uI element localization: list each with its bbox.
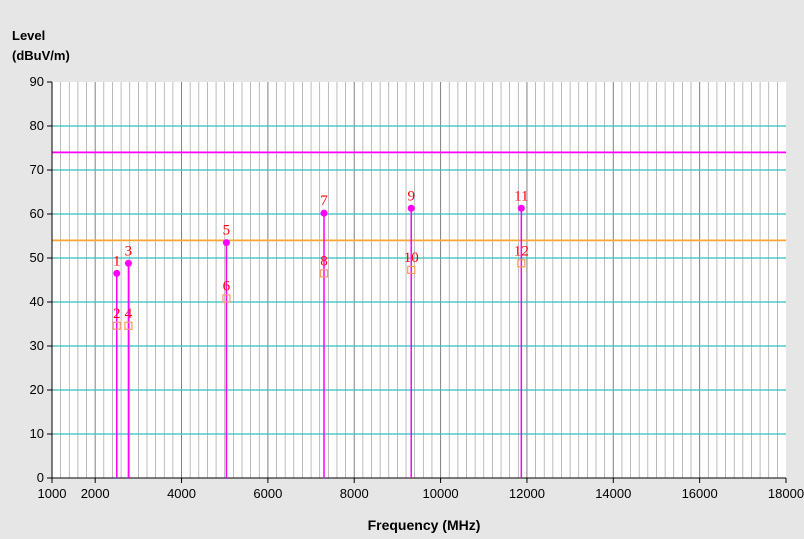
x-tick-label: 8000 [340, 486, 369, 501]
marker-label: 12 [514, 243, 529, 259]
x-tick-label: 18000 [768, 486, 804, 501]
y-axis-label-line-1: Level [12, 28, 46, 43]
marker-label: 9 [407, 188, 415, 204]
marker-label: 11 [514, 188, 528, 204]
peak-marker [124, 259, 132, 267]
y-tick-label: 10 [30, 426, 44, 441]
plot-area [52, 82, 786, 478]
x-tick-label: 14000 [595, 486, 631, 501]
marker-label: 10 [404, 250, 419, 266]
marker-label: 2 [113, 306, 121, 322]
y-tick-label: 40 [30, 294, 44, 309]
y-tick-label: 90 [30, 74, 44, 89]
x-tick-label: 12000 [509, 486, 545, 501]
x-tick-label: 16000 [682, 486, 718, 501]
average-marker [124, 321, 133, 330]
average-marker [222, 294, 231, 303]
marker-label: 7 [320, 193, 328, 209]
y-tick-label: 60 [30, 206, 44, 221]
peak-marker [407, 204, 415, 212]
average-marker [319, 269, 329, 278]
marker-label: 1 [113, 253, 121, 269]
peak-marker [222, 239, 230, 247]
y-tick-label: 0 [37, 470, 44, 485]
y-tick-label: 20 [30, 382, 44, 397]
x-tick-label: 2000 [81, 486, 110, 501]
marker-label: 5 [223, 223, 231, 239]
marker-label: 6 [223, 278, 231, 294]
average-marker [112, 321, 121, 330]
y-tick-label: 30 [30, 338, 44, 353]
marker-label: 4 [125, 306, 133, 322]
peak-marker [320, 209, 328, 217]
x-tick-label: 4000 [167, 486, 196, 501]
x-tick-label: 10000 [423, 486, 459, 501]
average-marker [517, 259, 526, 268]
y-tick-label: 80 [30, 118, 44, 133]
marker-label: 8 [320, 253, 328, 269]
x-axis-title: Frequency (MHz) [368, 517, 481, 533]
peak-marker [113, 269, 121, 277]
y-axis-label-line-2: (dBuV/m) [12, 48, 70, 63]
y-tick-label: 50 [30, 250, 44, 265]
marker-label: 3 [125, 243, 133, 259]
average-marker [407, 265, 416, 274]
peak-marker [517, 204, 525, 212]
x-tick-label: 1000 [38, 486, 67, 501]
x-tick-label: 6000 [253, 486, 282, 501]
y-tick-label: 70 [30, 162, 44, 177]
